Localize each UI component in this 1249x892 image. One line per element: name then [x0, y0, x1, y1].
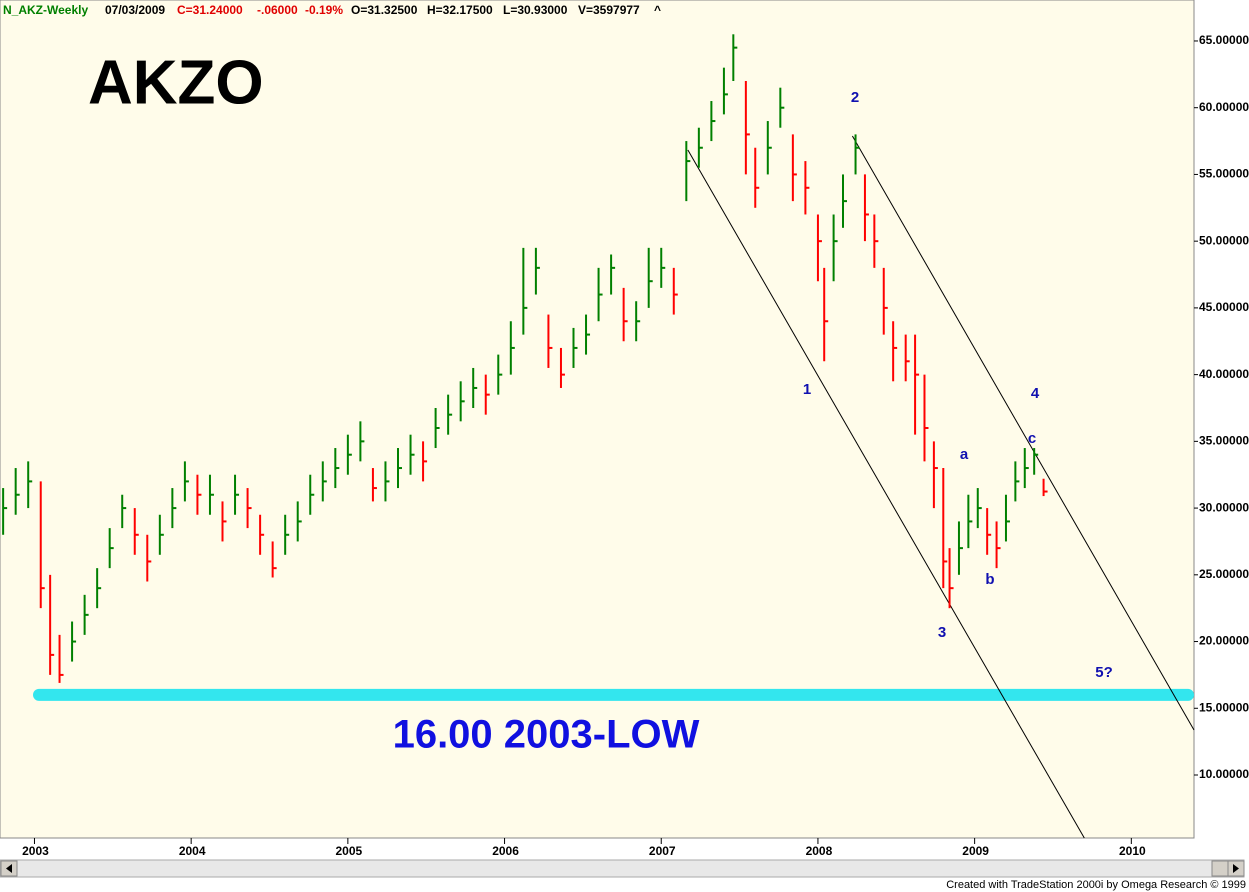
- y-tick-label: 50.00000: [1199, 233, 1249, 247]
- y-tick-label: 10.00000: [1199, 767, 1249, 781]
- change-pct: -0.19%: [305, 3, 343, 17]
- open: O=31.32500: [351, 3, 418, 17]
- y-tick-label: 40.00000: [1199, 367, 1249, 381]
- date: 07/03/2009: [105, 3, 165, 17]
- y-tick-label: 65.00000: [1199, 33, 1249, 47]
- y-tick-label: 55.00000: [1199, 167, 1249, 181]
- change: -.06000: [257, 3, 298, 17]
- low: L=30.93000: [503, 3, 568, 17]
- x-tick-label: 2004: [179, 844, 206, 858]
- y-tick-label: 60.00000: [1199, 100, 1249, 114]
- y-tick-label: 35.00000: [1199, 434, 1249, 448]
- arrow-left: [6, 864, 12, 873]
- y-tick-label: 25.00000: [1199, 567, 1249, 581]
- channel-line: [851, 135, 1195, 731]
- wave-label: 2: [851, 89, 859, 106]
- wave-label: b: [985, 571, 994, 588]
- wave-label: 4: [1031, 385, 1040, 402]
- y-tick-label: 15.00000: [1199, 700, 1249, 714]
- wave-label: 3: [938, 624, 946, 641]
- close: C=31.24000: [177, 3, 243, 17]
- y-tick-label: 20.00000: [1199, 634, 1249, 648]
- x-tick-label: 2009: [962, 844, 989, 858]
- x-tick-label: 2010: [1119, 844, 1146, 858]
- scroll-thumb[interactable]: [1211, 860, 1229, 877]
- x-tick-label: 2005: [336, 844, 363, 858]
- high: H=32.17500: [427, 3, 493, 17]
- x-tick-label: 2008: [806, 844, 833, 858]
- wave-label: 5?: [1095, 664, 1113, 681]
- wave-label: 1: [803, 381, 811, 398]
- wave-label: a: [960, 446, 969, 463]
- marker: ^: [654, 3, 661, 17]
- arrow-right: [1233, 864, 1239, 873]
- wave-label: c: [1028, 430, 1036, 447]
- chart-title: AKZO: [88, 48, 264, 117]
- symbol: N_AKZ-Weekly: [3, 3, 88, 17]
- support-band: [33, 688, 1194, 701]
- footer: Created with TradeStation 2000i by Omega…: [946, 879, 1246, 891]
- support-label: 16.00 2003-LOW: [393, 713, 700, 757]
- scrollbar[interactable]: [0, 859, 1245, 878]
- volume: V=3597977: [578, 3, 640, 17]
- header: N_AKZ-Weekly 07/03/2009 C=31.24000 -.060…: [3, 3, 661, 17]
- x-tick-label: 2003: [22, 844, 49, 858]
- x-tick-label: 2007: [649, 844, 676, 858]
- y-tick-label: 30.00000: [1199, 500, 1249, 514]
- channel-line: [687, 149, 1085, 839]
- x-tick-label: 2006: [492, 844, 519, 858]
- y-tick-label: 45.00000: [1199, 300, 1249, 314]
